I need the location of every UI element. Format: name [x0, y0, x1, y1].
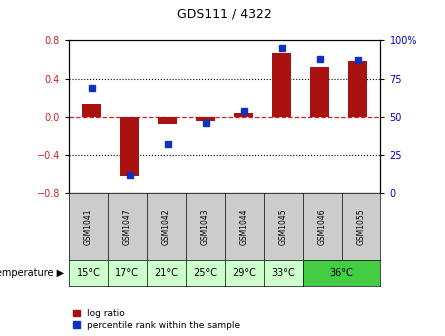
Bar: [310, 67, 329, 117]
Text: 29°C: 29°C: [232, 268, 256, 278]
Bar: [196, 117, 215, 121]
Text: GSM1044: GSM1044: [240, 208, 249, 245]
Text: GSM1043: GSM1043: [201, 208, 210, 245]
Bar: [348, 61, 367, 117]
Text: GDS111 / 4322: GDS111 / 4322: [178, 7, 272, 20]
Text: 15°C: 15°C: [77, 268, 101, 278]
Text: 21°C: 21°C: [154, 268, 178, 278]
Text: 36°C: 36°C: [330, 268, 353, 278]
Text: GSM1042: GSM1042: [162, 209, 171, 245]
Legend: log ratio, percentile rank within the sample: log ratio, percentile rank within the sa…: [73, 309, 240, 330]
Text: GSM1045: GSM1045: [279, 208, 287, 245]
Text: temperature ▶: temperature ▶: [0, 268, 65, 278]
Text: GSM1055: GSM1055: [356, 208, 365, 245]
Bar: [120, 117, 139, 176]
Bar: [82, 104, 101, 117]
Text: GSM1046: GSM1046: [318, 208, 327, 245]
Bar: [234, 113, 253, 117]
Text: GSM1047: GSM1047: [123, 208, 132, 245]
Bar: [158, 117, 177, 124]
Text: 33°C: 33°C: [271, 268, 295, 278]
Bar: [272, 53, 291, 117]
Text: GSM1041: GSM1041: [84, 209, 93, 245]
Text: 17°C: 17°C: [115, 268, 139, 278]
Text: 25°C: 25°C: [193, 268, 217, 278]
